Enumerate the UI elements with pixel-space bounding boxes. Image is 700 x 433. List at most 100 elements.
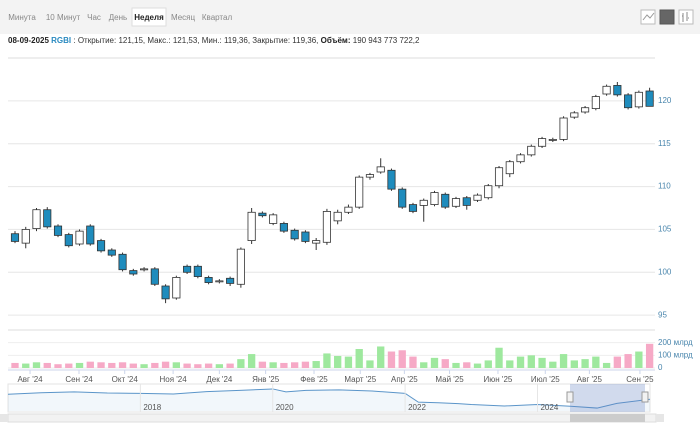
x-tick-label: Фев '25 (300, 375, 328, 384)
volume-bar (549, 361, 557, 368)
volume-bar (75, 362, 84, 368)
volume-bar (624, 354, 632, 368)
candle-body (172, 277, 181, 299)
volume-bar (344, 356, 353, 368)
candle-body (290, 229, 299, 240)
tab-selected-bg (131, 7, 167, 27)
info-line: 08-09-2025 RGBI : Открытие: 121,15, Макс… (8, 36, 420, 45)
volume-bar (334, 355, 342, 368)
candle-body (301, 231, 310, 242)
candle-body (279, 223, 288, 232)
candle-body (53, 225, 63, 236)
volume-bar (645, 343, 654, 368)
candle-body (430, 192, 439, 205)
candle-body (581, 107, 590, 113)
candle-body (419, 199, 428, 206)
scrollbar-thumb[interactable] (570, 414, 645, 422)
candle-body (236, 248, 245, 285)
navigator-selection[interactable] (570, 384, 645, 412)
tab[interactable]: Час (87, 13, 101, 22)
candle-body (462, 197, 471, 206)
candle-body (451, 198, 461, 207)
tab[interactable]: Неделя (134, 13, 164, 22)
candle-body (269, 214, 278, 224)
volume-bar (602, 362, 611, 368)
candle-body (247, 211, 256, 241)
candle-body (129, 270, 138, 275)
x-tick-label: Июн '25 (484, 375, 513, 384)
navigator-handle[interactable] (641, 391, 649, 403)
info-date: 08-09-2025 (8, 36, 49, 45)
candle-body (505, 161, 514, 175)
volume-bar (161, 361, 170, 368)
volume-bar (215, 364, 224, 368)
volume-bar (570, 360, 578, 368)
ohlc-icon[interactable] (678, 9, 694, 25)
volume-tick-label: 200 млрд (658, 338, 693, 347)
navigator-handle[interactable] (566, 391, 574, 403)
x-tick-label: Окт '24 (112, 375, 139, 384)
volume-bar (22, 363, 30, 368)
x-tick-label: Июл '25 (531, 375, 560, 384)
tab[interactable]: Минута (8, 13, 36, 22)
candle-body (398, 188, 407, 208)
volume-bar (420, 362, 428, 368)
volume-bar (97, 362, 105, 368)
x-tick-label: Сен '24 (65, 375, 93, 384)
x-tick-label: Дек '24 (206, 375, 233, 384)
candle-body (333, 211, 342, 222)
volume-bar (355, 349, 363, 368)
volume-bar (108, 362, 116, 368)
tab[interactable]: День (109, 13, 127, 22)
volume-bar (291, 362, 299, 368)
volume-bar (635, 351, 643, 368)
candle-body (602, 85, 611, 95)
line-icon-glyph (642, 12, 655, 21)
volume-bar (430, 357, 439, 368)
candle-body (204, 277, 213, 283)
candle-body (387, 169, 396, 190)
tab[interactable]: 10 Минут (46, 13, 81, 22)
candle-body (75, 230, 84, 245)
candle-body (494, 167, 504, 187)
candle-icon[interactable] (659, 9, 675, 25)
navigator-label: 2020 (276, 403, 294, 412)
volume-bar (237, 359, 245, 368)
volume-bar (409, 356, 417, 368)
volume-bar (194, 364, 202, 368)
candle-body (10, 233, 20, 242)
volume-tick-label: 100 млрд (658, 350, 693, 359)
candle-body (150, 268, 159, 285)
candle-body (645, 90, 654, 107)
candle-body (107, 249, 116, 256)
candle-body (538, 138, 547, 147)
volume-bar (387, 351, 396, 368)
candle-body (624, 94, 633, 109)
navigator-label: 2018 (143, 403, 161, 412)
volume-bar (366, 360, 374, 368)
scroll-right[interactable] (656, 414, 664, 422)
y-tick-label: 120 (658, 96, 672, 105)
volume-bar (86, 361, 94, 368)
candle-body (118, 253, 127, 271)
volume-bar (280, 362, 288, 368)
volume-tick-label: 0 (658, 363, 663, 372)
tab[interactable]: Месяц (171, 13, 196, 22)
tab[interactable]: Квартал (202, 13, 233, 22)
volume-bar (538, 357, 546, 368)
volume-bar (323, 353, 331, 368)
volume-bar (204, 363, 213, 368)
scroll-left[interactable] (0, 414, 8, 422)
candle-body (365, 174, 375, 178)
volume-bar (226, 363, 234, 368)
candle-body (322, 211, 331, 243)
candle-body (226, 277, 235, 284)
x-tick-label: Май '25 (435, 375, 464, 384)
x-tick-label: Авг '24 (17, 375, 43, 384)
candle-body (86, 225, 95, 245)
candle-body (344, 206, 353, 213)
volume-bar (527, 355, 535, 368)
candle-body (559, 117, 568, 140)
x-tick-label: Апр '25 (391, 375, 418, 384)
line-icon[interactable] (640, 9, 656, 25)
